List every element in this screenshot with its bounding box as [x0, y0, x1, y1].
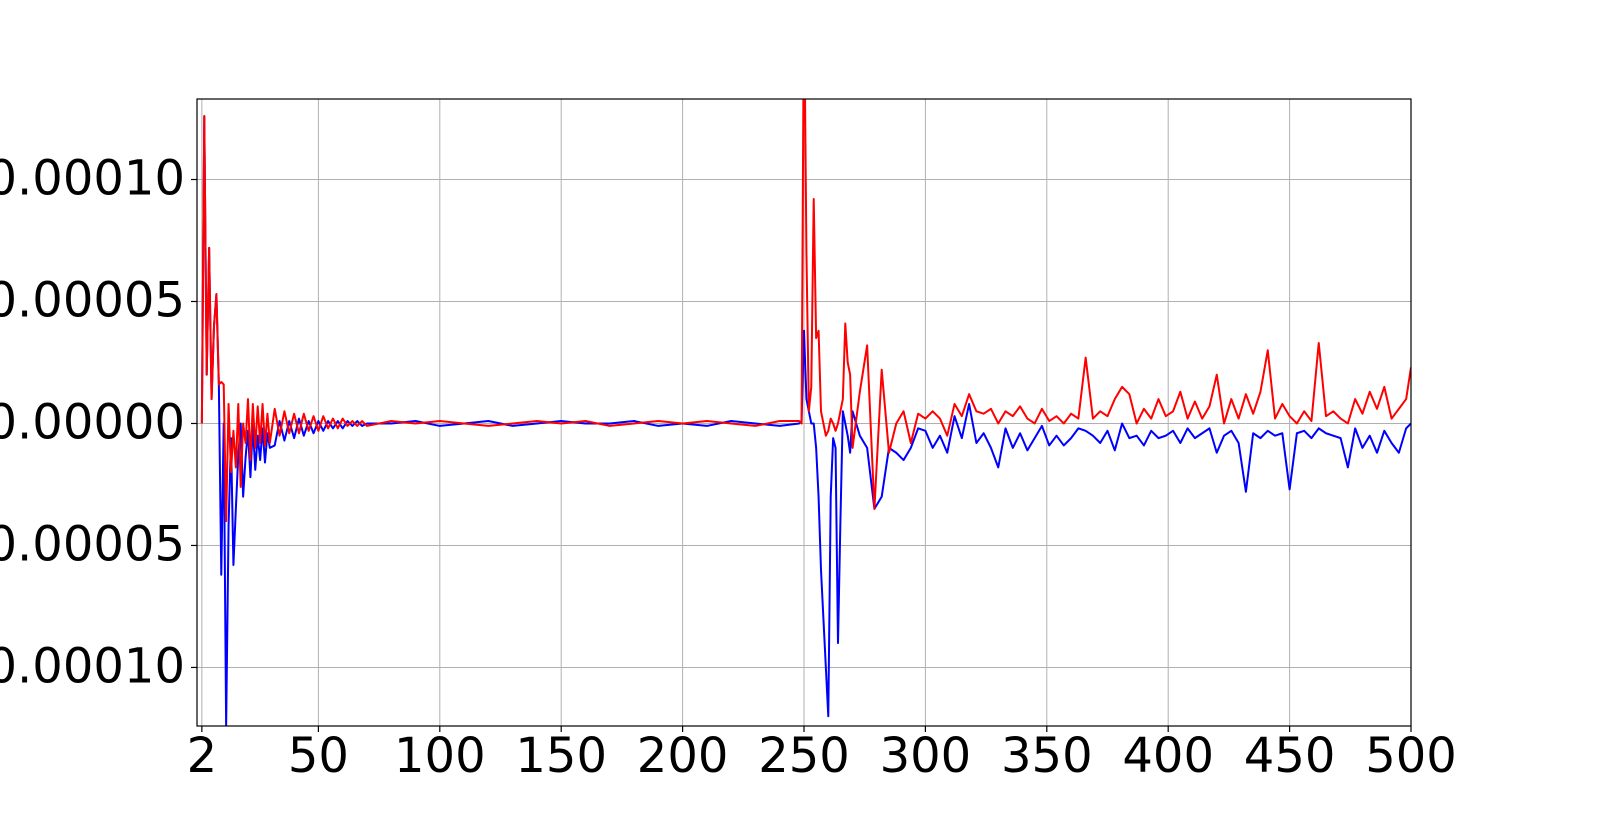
x-tick-label: 250: [758, 728, 850, 784]
y-tick-label: −0.00005: [0, 516, 185, 572]
x-tick-label: 500: [1365, 728, 1457, 784]
plot-lines: [200, 99, 1411, 726]
ticks: 250100150200250300350400450500−0.00010−0…: [0, 151, 1457, 784]
x-tick-label: 150: [515, 728, 607, 784]
x-tick-label: 50: [288, 728, 349, 784]
y-tick-label: 0.00010: [0, 151, 185, 207]
x-tick-label: 400: [1122, 728, 1214, 784]
y-tick-label: 0.00000: [0, 394, 185, 450]
x-tick-label: 2: [187, 728, 218, 784]
x-tick-label: 100: [394, 728, 486, 784]
y-tick-label: 0.00005: [0, 272, 185, 328]
x-tick-label: 450: [1244, 728, 1336, 784]
grid: [197, 99, 1412, 726]
x-tick-label: 350: [1001, 728, 1093, 784]
x-tick-label: 300: [880, 728, 972, 784]
series-line: [200, 115, 1411, 726]
y-tick-label: −0.00010: [0, 638, 185, 694]
series-line: [200, 99, 1411, 523]
x-tick-label: 200: [637, 728, 729, 784]
